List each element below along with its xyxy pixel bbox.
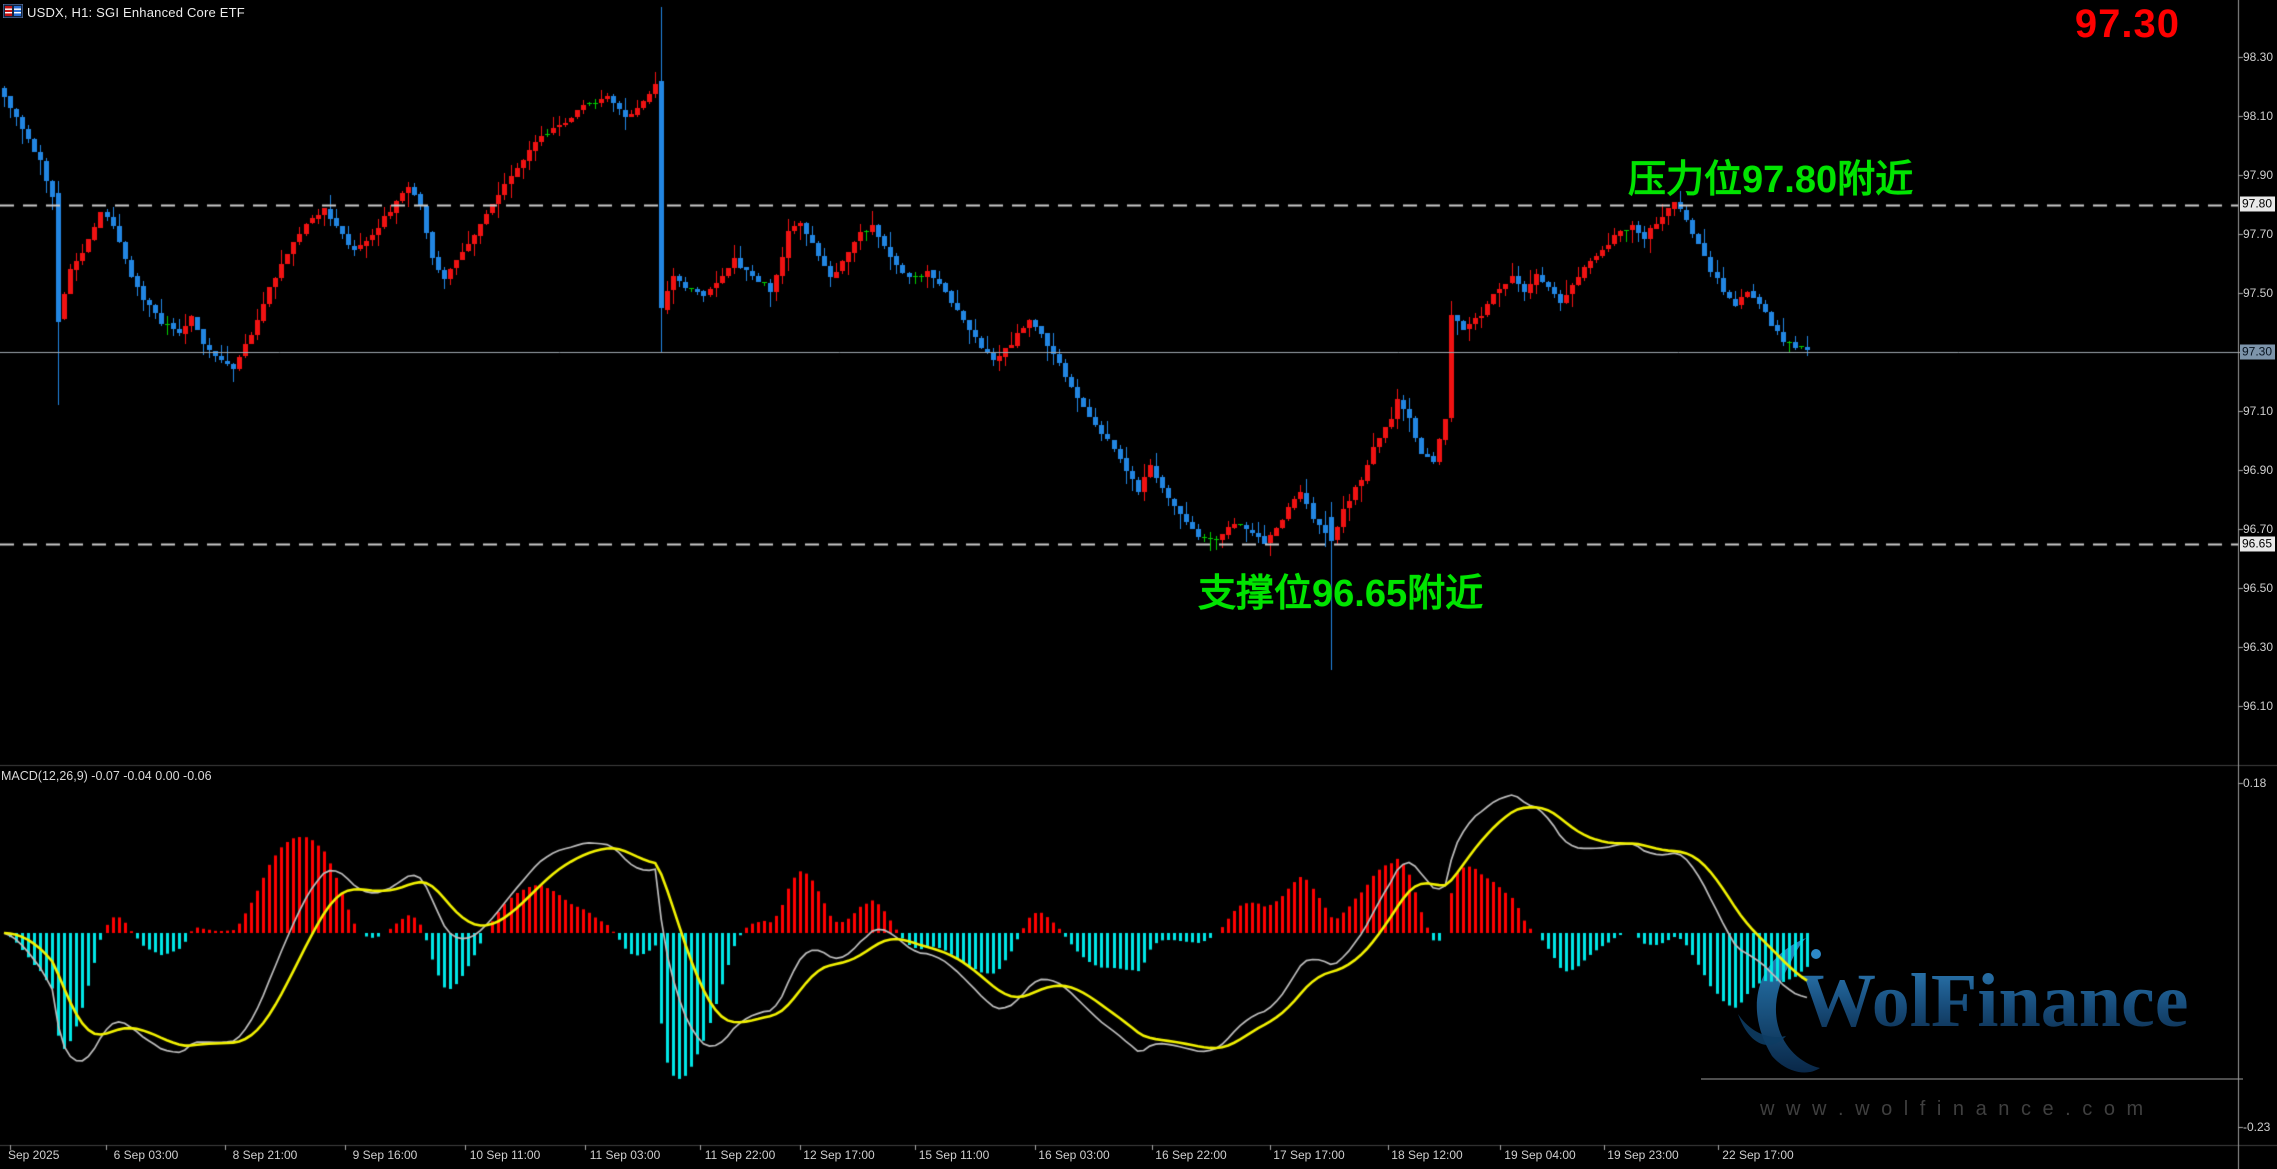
chart-canvas[interactable] — [0, 0, 2277, 1169]
trading-chart-window: { "header": { "symbol_line": "USDX, H1: … — [0, 0, 2277, 1169]
